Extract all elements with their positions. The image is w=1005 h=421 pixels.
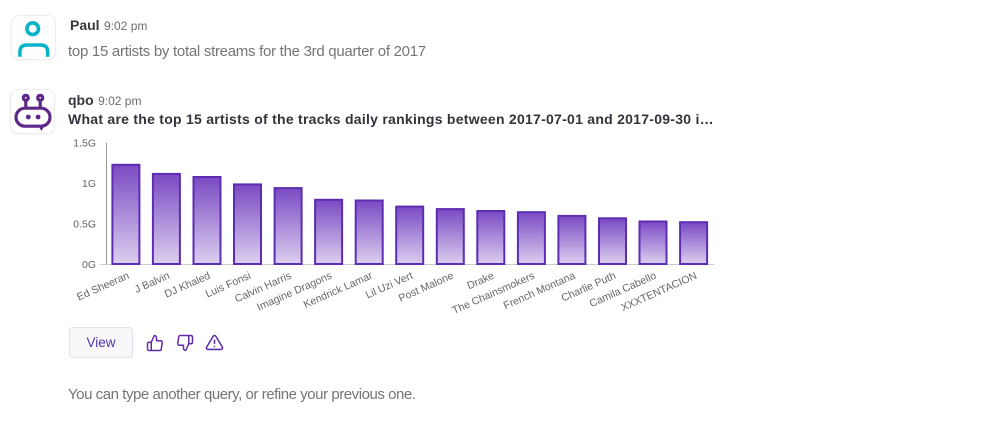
svg-text:1G: 1G <box>82 178 96 190</box>
svg-text:0G: 0G <box>82 259 96 271</box>
svg-text:0.5G: 0.5G <box>73 219 96 231</box>
svg-text:Ed Sheeran: Ed Sheeran <box>75 270 131 304</box>
svg-text:DJ Khaled: DJ Khaled <box>163 270 213 301</box>
svg-text:1.5G: 1.5G <box>73 138 96 150</box>
